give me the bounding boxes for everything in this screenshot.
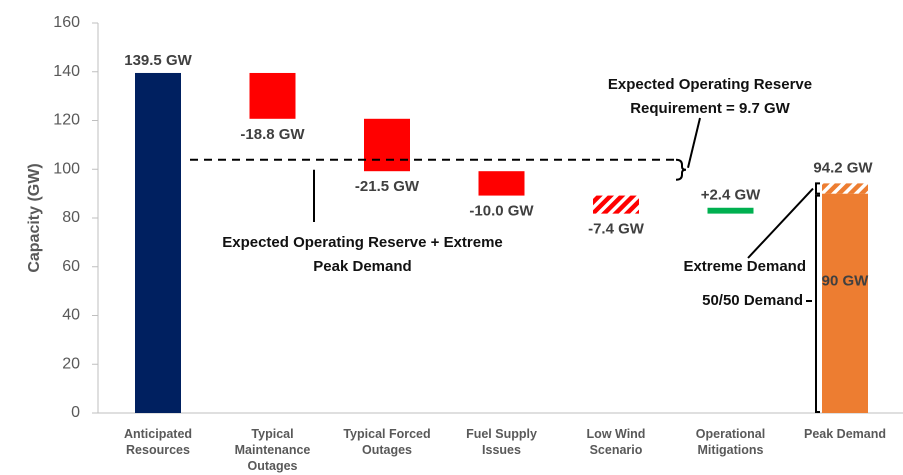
reserve-brace (675, 158, 687, 181)
x-tick-label: Typical Maintenance Outages (234, 427, 311, 473)
y-tick-label: 140 (53, 63, 80, 80)
data-label: -21.5 GW (355, 178, 420, 195)
bar (822, 193, 868, 413)
y-axis-label: Capacity (GW) (26, 163, 43, 272)
y-tick-label: 0 (71, 404, 80, 421)
y-tick-label: 80 (62, 209, 80, 226)
reserve-annotation: Expected Operating Reserve Requirement =… (607, 76, 813, 117)
y-tick-label: 100 (53, 160, 80, 177)
y-tick-label: 40 (62, 307, 80, 324)
bar (135, 72, 181, 413)
leader (687, 117, 701, 168)
y-tick-label: 120 (53, 112, 80, 129)
x-tick-label: Operational Mitigations (695, 427, 766, 457)
x-tick-label: Peak Demand (804, 427, 886, 441)
bar-segment (822, 183, 868, 194)
data-label: -18.8 GW (240, 126, 305, 143)
data-label: -7.4 GW (588, 221, 645, 238)
x-tick-label: Fuel Supply Issues (466, 427, 537, 457)
base-brace (815, 194, 820, 413)
extreme-brace (815, 182, 820, 195)
y-tick-label: 60 (62, 258, 80, 275)
x-tick-label: Typical Forced Outages (343, 427, 431, 457)
base-demand-annotation: 50/50 Demand (702, 292, 803, 309)
leader (747, 187, 814, 259)
peak-total-label: 94.2 GW (813, 159, 873, 176)
bar (707, 207, 754, 214)
data-label: 139.5 GW (124, 52, 192, 69)
bar (364, 118, 410, 172)
x-tick-label: Anticipated Resources (123, 427, 193, 457)
bar (593, 195, 639, 214)
data-label: -10.0 GW (469, 203, 534, 220)
extreme-demand-annotation: Extreme Demand (683, 258, 806, 275)
x-tick-label: Low Wind Scenario (586, 427, 646, 457)
bar (478, 171, 525, 196)
y-tick-label: 160 (53, 14, 80, 31)
y-tick-label: 20 (62, 355, 80, 372)
bar (249, 72, 296, 119)
data-label: +2.4 GW (701, 187, 761, 204)
reserve-line-annotation: Expected Operating Reserve + Extreme Pea… (222, 234, 503, 275)
data-label: 90 GW (822, 272, 870, 289)
